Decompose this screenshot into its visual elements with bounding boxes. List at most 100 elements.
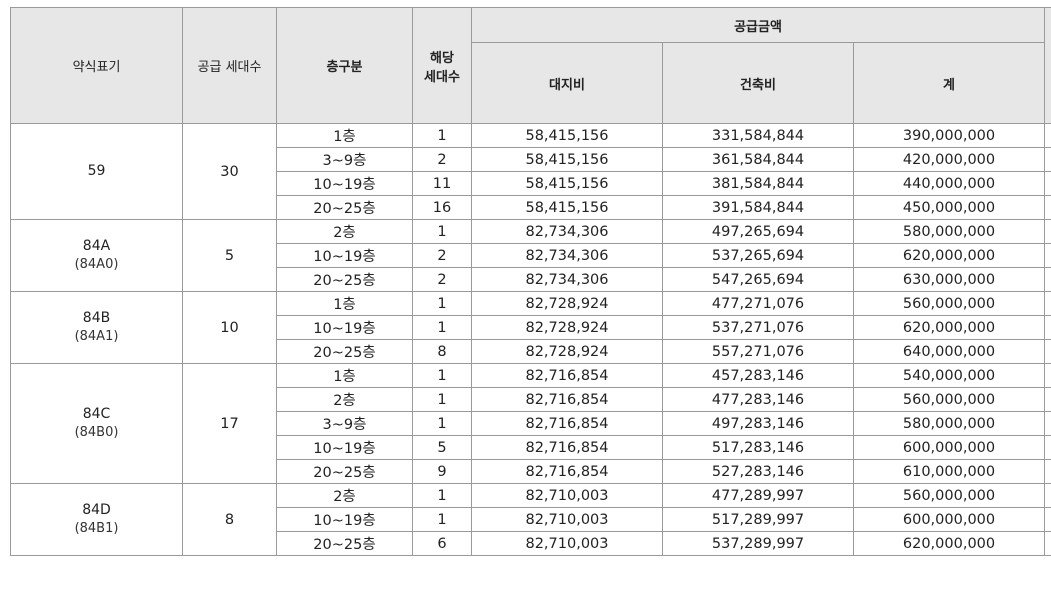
table-row: 20~25층 6 82,710,003 537,289,997 620,000,000 xyxy=(11,531,1051,556)
land-cost-cell: 82,716,854 xyxy=(471,435,663,460)
table-row: 84D (84B1) 8 2층 1 82,710,003 477,289,997 560,00… xyxy=(10,483,1051,556)
edge-cell xyxy=(1044,315,1051,340)
units-cell: 11 xyxy=(412,171,472,196)
floor-cell: 3~9층 xyxy=(276,411,413,436)
supply-price-table: 약식표기 공급 세대수 층구분 해당 세대수 공급금액 대지비 건축비 계 59… xyxy=(10,7,1051,556)
floor-cell: 3~9층 xyxy=(276,147,413,172)
supply-units-cell: 30 xyxy=(182,123,277,220)
floor-cell: 10~19층 xyxy=(276,507,413,532)
header-units-line1: 해당 xyxy=(430,50,454,66)
subtype-label: (84A1) xyxy=(74,329,119,345)
table-row: 59 30 1층 1 58,415,156 331,584,844 390,000,000 xyxy=(10,123,1051,220)
building-cost-cell: 477,289,997 xyxy=(662,483,854,508)
units-cell: 1 xyxy=(412,291,472,316)
type-label: 59 xyxy=(87,163,106,180)
building-cost-cell: 547,265,694 xyxy=(662,267,854,292)
total-cell: 640,000,000 xyxy=(853,339,1045,364)
table-body: 59 30 1층 1 58,415,156 331,584,844 390,000,000 3… xyxy=(10,123,1051,556)
building-cost-cell: 381,584,844 xyxy=(662,171,854,196)
subtype-label: (84B1) xyxy=(74,521,119,537)
supply-units-cell: 5 xyxy=(182,219,277,292)
total-cell: 540,000,000 xyxy=(853,363,1045,388)
edge-cell xyxy=(1044,147,1051,172)
units-cell: 6 xyxy=(412,531,472,556)
building-cost-cell: 331,584,844 xyxy=(662,123,854,148)
land-cost-cell: 82,710,003 xyxy=(471,507,663,532)
units-cell: 5 xyxy=(412,435,472,460)
building-cost-cell: 497,283,146 xyxy=(662,411,854,436)
type-cell: 84B (84A1) xyxy=(10,291,183,364)
edge-cell xyxy=(1044,411,1051,436)
edge-cell xyxy=(1044,435,1051,460)
land-cost-cell: 82,716,854 xyxy=(471,363,663,388)
type-label: 84D xyxy=(82,502,111,519)
edge-cell xyxy=(1044,531,1051,556)
header-building-cost: 건축비 xyxy=(662,42,854,124)
edge-cell xyxy=(1044,339,1051,364)
land-cost-cell: 82,716,854 xyxy=(471,411,663,436)
floor-cell: 20~25층 xyxy=(276,267,413,292)
table-row: 20~25층 16 58,415,156 391,584,844 450,000,000 xyxy=(11,195,1051,220)
edge-cell xyxy=(1044,291,1051,316)
land-cost-cell: 82,716,854 xyxy=(471,387,663,412)
floor-cell: 10~19층 xyxy=(276,435,413,460)
floor-cell: 10~19층 xyxy=(276,315,413,340)
floor-cell: 20~25층 xyxy=(276,339,413,364)
table-row: 84A (84A0) 5 2층 1 82,734,306 497,265,694 580,00… xyxy=(10,219,1051,292)
table-row: 84B (84A1) 10 1층 1 82,728,924 477,271,076 560,0… xyxy=(10,291,1051,364)
floor-cell: 2층 xyxy=(276,219,413,244)
units-cell: 1 xyxy=(412,507,472,532)
building-cost-cell: 391,584,844 xyxy=(662,195,854,220)
table-row: 84C (84B0) 17 1층 1 82,716,854 457,283,146 540,0… xyxy=(10,363,1051,484)
land-cost-cell: 82,734,306 xyxy=(471,243,663,268)
building-cost-cell: 477,283,146 xyxy=(662,387,854,412)
floor-cell: 2층 xyxy=(276,387,413,412)
land-cost-cell: 82,734,306 xyxy=(471,267,663,292)
edge-cell xyxy=(1044,219,1051,244)
floor-cell: 20~25층 xyxy=(276,195,413,220)
units-cell: 1 xyxy=(412,315,472,340)
supply-units-cell: 10 xyxy=(182,291,277,364)
total-cell: 610,000,000 xyxy=(853,459,1045,484)
units-cell: 1 xyxy=(412,363,472,388)
table-row: 10~19층 2 82,734,306 537,265,694 620,000,000 xyxy=(11,243,1051,268)
total-cell: 630,000,000 xyxy=(853,267,1045,292)
floor-cell: 20~25층 xyxy=(276,531,413,556)
total-cell: 560,000,000 xyxy=(853,483,1045,508)
floor-cell: 1층 xyxy=(276,363,413,388)
land-cost-cell: 82,728,924 xyxy=(471,291,663,316)
total-cell: 600,000,000 xyxy=(853,507,1045,532)
header-units: 해당 세대수 xyxy=(412,7,472,124)
building-cost-cell: 537,265,694 xyxy=(662,243,854,268)
land-cost-cell: 82,710,003 xyxy=(471,531,663,556)
type-cell: 59 xyxy=(10,123,183,220)
supply-units-cell: 17 xyxy=(182,363,277,484)
edge-cell xyxy=(1044,507,1051,532)
subtype-label: (84B0) xyxy=(74,425,119,441)
building-cost-cell: 537,271,076 xyxy=(662,315,854,340)
total-cell: 390,000,000 xyxy=(853,123,1045,148)
floor-cell: 1층 xyxy=(276,123,413,148)
edge-cell xyxy=(1044,171,1051,196)
building-cost-cell: 457,283,146 xyxy=(662,363,854,388)
building-cost-cell: 527,283,146 xyxy=(662,459,854,484)
edge-cell xyxy=(1044,363,1051,388)
total-cell: 600,000,000 xyxy=(853,435,1045,460)
total-cell: 450,000,000 xyxy=(853,195,1045,220)
land-cost-cell: 58,415,156 xyxy=(471,147,663,172)
building-cost-cell: 537,289,997 xyxy=(662,531,854,556)
land-cost-cell: 82,734,306 xyxy=(471,219,663,244)
header-land-cost: 대지비 xyxy=(471,42,663,124)
total-cell: 420,000,000 xyxy=(853,147,1045,172)
table-row: 20~25층 2 82,734,306 547,265,694 630,000,000 xyxy=(11,267,1051,292)
units-cell: 1 xyxy=(412,411,472,436)
type-label: 84A xyxy=(82,238,111,255)
type-label: 84C xyxy=(82,406,111,423)
building-cost-cell: 497,265,694 xyxy=(662,219,854,244)
table-row: 3~9층 2 58,415,156 361,584,844 420,000,000 xyxy=(11,147,1051,172)
total-cell: 440,000,000 xyxy=(853,171,1045,196)
edge-cell xyxy=(1044,243,1051,268)
edge-cell xyxy=(1044,483,1051,508)
building-cost-cell: 477,271,076 xyxy=(662,291,854,316)
total-cell: 620,000,000 xyxy=(853,243,1045,268)
